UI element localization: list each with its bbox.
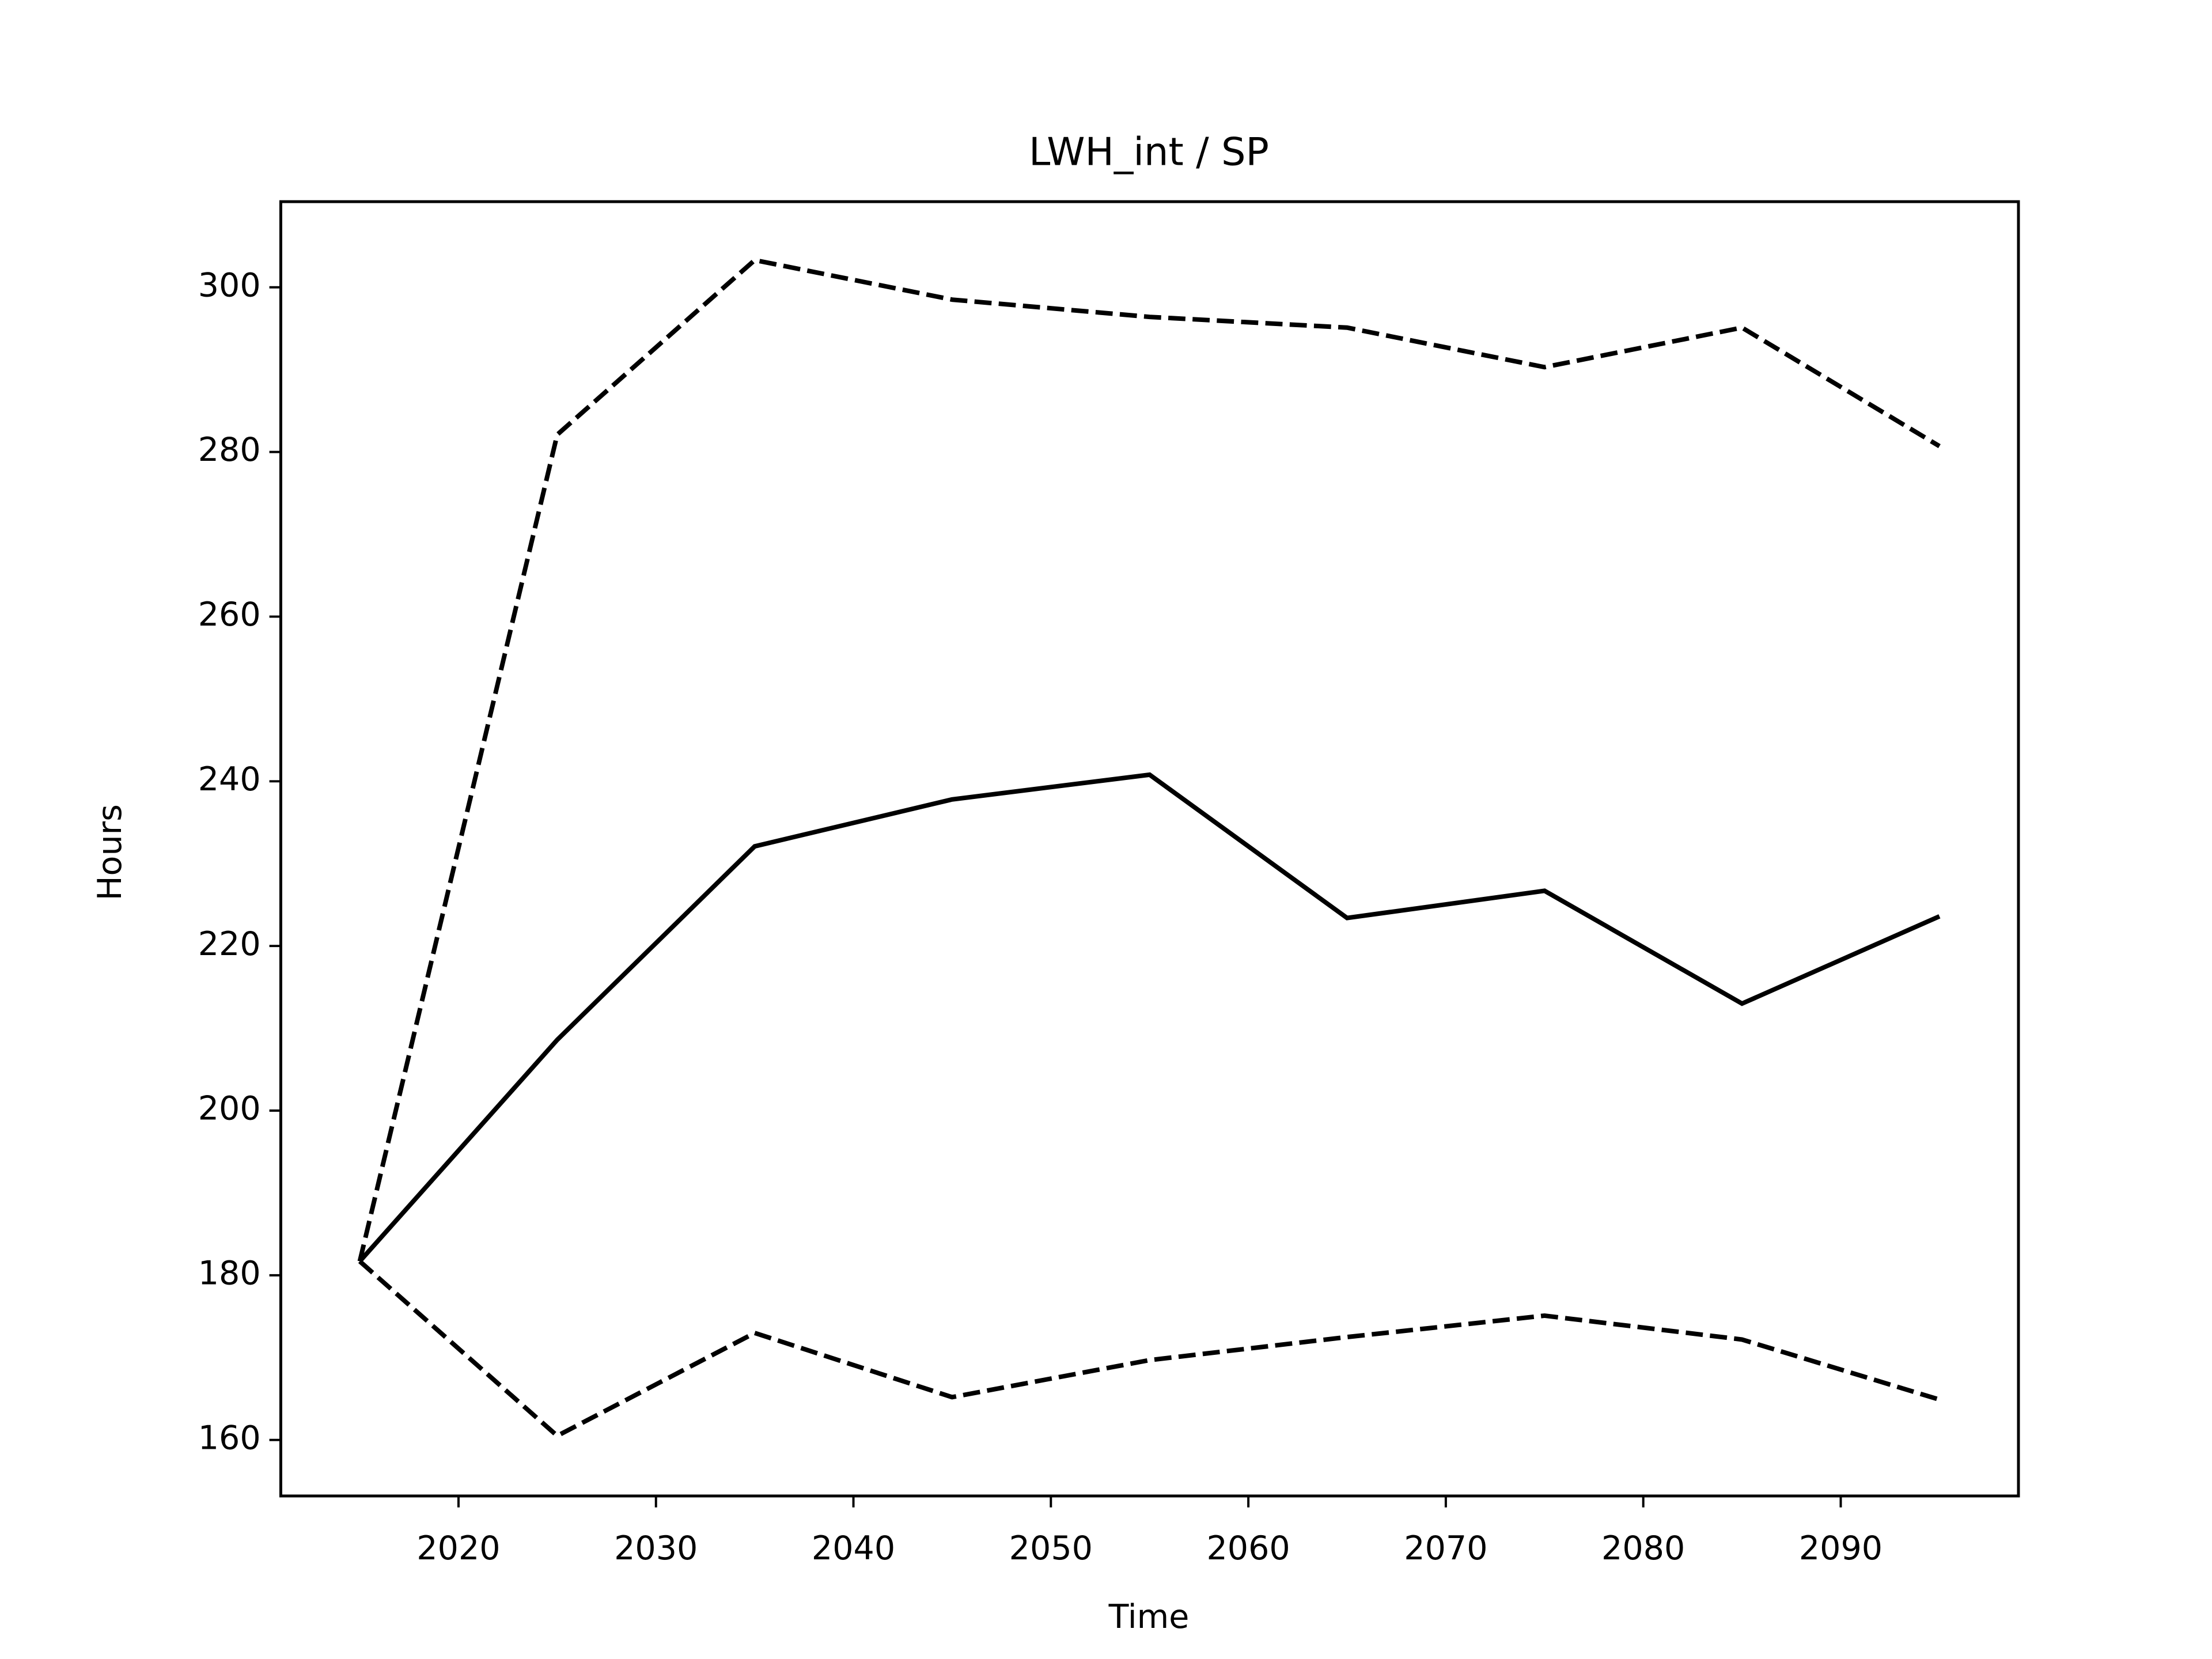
x-tick-label: 2060 bbox=[1206, 1529, 1290, 1567]
x-tick-label: 2050 bbox=[1009, 1529, 1093, 1567]
x-tick-label: 2090 bbox=[1799, 1529, 1883, 1567]
y-tick-label: 300 bbox=[198, 266, 261, 304]
y-tick-label: 240 bbox=[198, 760, 261, 798]
x-tick-label: 2040 bbox=[812, 1529, 895, 1567]
y-axis-label: Hours bbox=[91, 804, 129, 900]
x-tick-label: 2020 bbox=[416, 1529, 500, 1567]
y-tick-label: 180 bbox=[198, 1255, 261, 1293]
y-tick-label: 220 bbox=[198, 925, 261, 963]
chart-title: LWH_int / SP bbox=[1029, 130, 1269, 175]
x-axis-label: Time bbox=[1108, 1598, 1190, 1636]
y-tick-label: 260 bbox=[198, 596, 261, 634]
y-tick-label: 280 bbox=[198, 431, 261, 469]
x-tick-label: 2080 bbox=[1601, 1529, 1685, 1567]
plot-frame bbox=[279, 200, 2020, 1498]
x-tick-label: 2070 bbox=[1404, 1529, 1487, 1567]
series-line bbox=[358, 772, 1941, 1263]
y-tick-label: 160 bbox=[198, 1419, 261, 1457]
y-tick-label: 200 bbox=[198, 1090, 261, 1128]
series-line bbox=[357, 257, 1941, 1262]
x-tick-label: 2030 bbox=[614, 1529, 698, 1567]
series-line bbox=[358, 1259, 1941, 1439]
